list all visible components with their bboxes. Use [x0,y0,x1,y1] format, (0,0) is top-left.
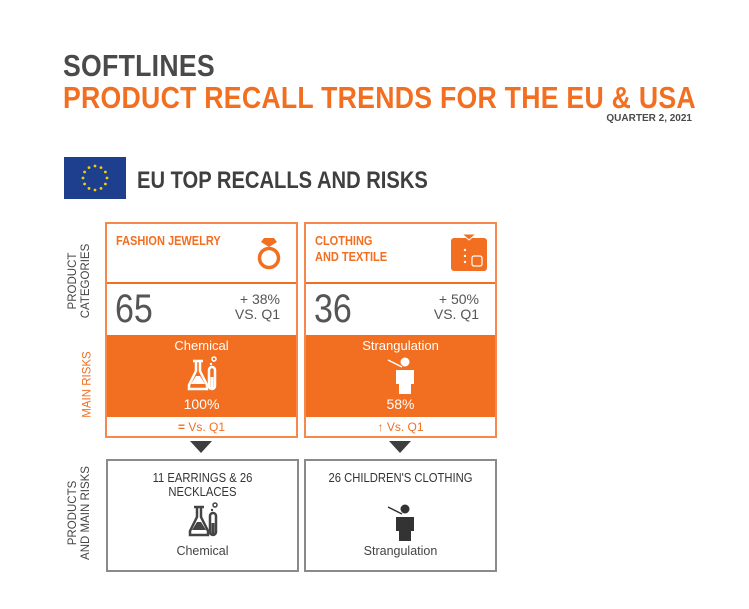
arrow-up-icon: ↑ [377,420,384,434]
risk-percentage: 100% [183,396,220,412]
period-label: QUARTER 2, 2021 [606,113,692,124]
equal-icon: = [177,420,185,434]
page-title: PRODUCT RECALL TRENDS FOR THE EU & USA [63,80,696,115]
lab-flask-icon [187,356,217,391]
ring-icon [257,238,281,270]
product-risk: Chemical [176,544,229,558]
eu-flag-icon [64,157,126,199]
card-fashion-jewelry: FASHION JEWELRY 65 + 38% VS. Q1 Chemical … [105,222,298,438]
lab-flask-icon [188,502,218,537]
risk-percentage: 58% [386,396,415,412]
category-title: SOFTLINES [63,48,215,83]
product-risk: Strangulation [363,544,438,558]
label-product-categories: PRODUCT CATEGORIES [67,243,92,319]
arrow-down-icon [389,441,411,453]
card-clothing-textile: CLOTHING AND TEXTILE 36 + 50% VS. Q1 Stran… [304,222,497,438]
recall-count: 36 [314,287,352,331]
trend-vs-q1: = Vs. Q1 [107,415,296,437]
strangulation-person-icon [387,504,414,541]
arrow-down-icon [190,441,212,453]
risk-name: Strangulation [362,338,439,353]
category-name: CLOTHING AND TEXTILE [315,234,388,264]
section-title: EU TOP RECALLS AND RISKS [137,167,428,194]
label-main-risks: MAIN RISKS [81,351,94,418]
change-vs-q1: + 38% VS. Q1 [234,291,280,322]
products-count: 11 EARRINGS & 26 NECKLACES [152,471,253,499]
strangulation-person-icon [387,357,414,394]
products-box-clothing: 26 CHILDREN'S CLOTHING Strangulation [304,459,497,572]
recall-count: 65 [115,287,153,331]
label-products-main-risks: PRODUCTS AND MAIN RISKS [67,466,92,560]
change-vs-q1: + 50% VS. Q1 [433,291,479,322]
shirt-icon [451,233,487,271]
products-box-jewelry: 11 EARRINGS & 26 NECKLACES Chemical [106,459,299,572]
risk-name: Chemical [174,338,229,353]
trend-vs-q1: ↑ Vs. Q1 [306,415,495,437]
category-name: FASHION JEWELRY [116,234,221,248]
products-count: 26 CHILDREN'S CLOTHING [328,471,473,485]
